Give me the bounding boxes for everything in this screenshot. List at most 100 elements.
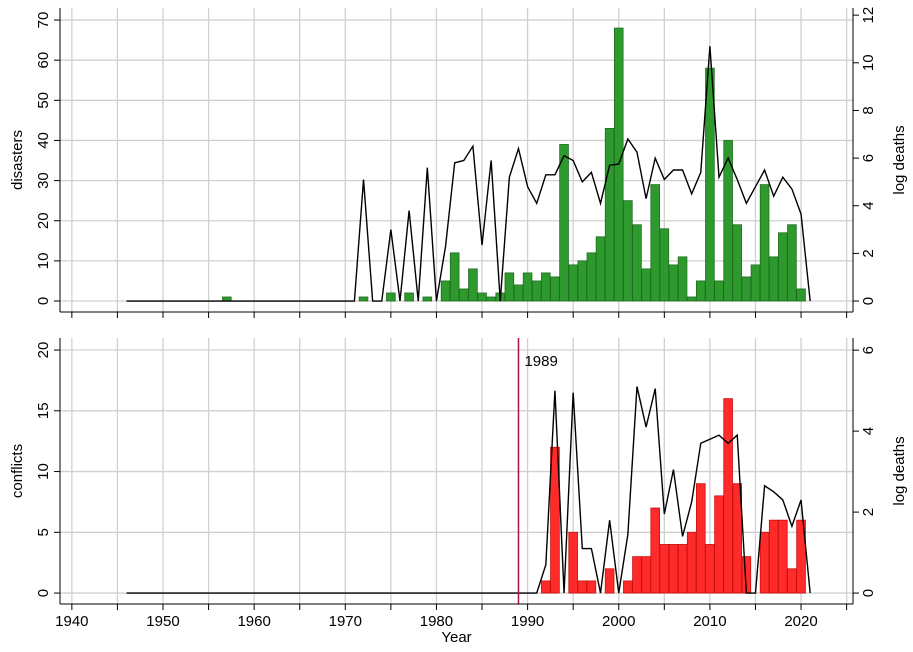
bar [796,288,806,302]
bar [705,544,715,594]
bar [577,580,588,594]
bar [440,280,451,302]
y-tick-label: 0 [35,297,52,305]
y-tick-label: 20 [35,342,52,359]
y-tick-label: 0 [35,589,52,597]
bar [741,276,752,302]
bar [586,580,597,594]
bar [759,184,770,302]
bar [422,296,433,302]
y-axis-title: conflicts [9,444,26,498]
bar [550,446,560,594]
x-tick-label: 2020 [784,613,817,630]
bar [696,280,706,302]
bar [787,568,797,594]
bar [750,264,761,302]
bar [623,200,633,302]
bar [568,531,578,594]
bar [604,568,615,594]
y-tick-label: 40 [35,132,52,149]
bar [358,296,369,302]
bar [513,284,524,302]
bar [541,580,551,594]
bar [768,256,779,302]
bar [531,280,542,302]
y-tick-label: 15 [35,402,52,419]
bar [595,236,606,302]
y2-tick-label: 0 [860,589,877,597]
bar [477,292,487,302]
bar [668,264,679,302]
bar [623,580,633,594]
line [126,386,811,594]
y2-tick-label: 2 [860,249,877,257]
bar [668,544,679,594]
y2-axis-title: log deaths [891,436,908,505]
y-tick-label: 10 [35,253,52,270]
bar [486,296,496,302]
bar [386,292,396,302]
bar [759,531,770,594]
y2-tick-label: 6 [860,346,877,354]
y2-tick-label: 0 [860,297,877,305]
bar [650,184,660,302]
y-tick-label: 5 [35,528,52,536]
x-tick-label: 1940 [55,613,88,630]
bar [778,232,788,302]
bar [723,140,733,302]
bar [641,268,651,302]
bar [677,544,688,594]
bar [404,292,414,302]
bar [568,264,578,302]
x-axis-title: Year [441,629,471,646]
bar [686,296,697,302]
y-tick-label: 30 [35,172,52,189]
y-tick-label: 20 [35,212,52,229]
y2-tick-label: 12 [860,7,877,24]
bar [686,531,697,594]
x-tick-label: 1970 [329,613,362,630]
bar [659,228,670,302]
bar [677,256,688,302]
bar [659,544,670,594]
bar [522,272,533,302]
bar [778,519,788,594]
x-tick-label: 1990 [511,613,544,630]
y-tick-label: 50 [35,92,52,109]
x-tick-label: 1980 [420,613,453,630]
y2-tick-label: 6 [860,154,877,162]
bar [586,252,597,302]
y-tick-label: 10 [35,463,52,480]
bar [787,224,797,302]
y-tick-label: 70 [35,12,52,29]
y2-tick-label: 4 [860,202,877,210]
bar [732,483,743,594]
bar [714,280,724,302]
bar [577,260,588,302]
bar [705,67,715,302]
bar [714,495,724,594]
bar [641,556,651,594]
bar [632,556,642,594]
line [126,46,811,302]
bar [632,224,642,302]
y2-tick-label: 4 [860,427,877,435]
bar [559,144,569,302]
y2-tick-label: 8 [860,106,877,114]
bar [723,398,733,594]
x-tick-label: 1950 [146,613,179,630]
bar [604,128,615,302]
bar [550,276,560,302]
x-tick-label: 2000 [602,613,635,630]
bar [459,288,469,302]
y2-tick-label: 2 [860,508,877,516]
bar [541,272,551,302]
bar [468,268,478,302]
bar [768,519,779,594]
bar [650,507,660,594]
y-tick-label: 60 [35,52,52,69]
bar [796,519,806,594]
bar [696,483,706,594]
annotation: 1989 [524,353,557,370]
